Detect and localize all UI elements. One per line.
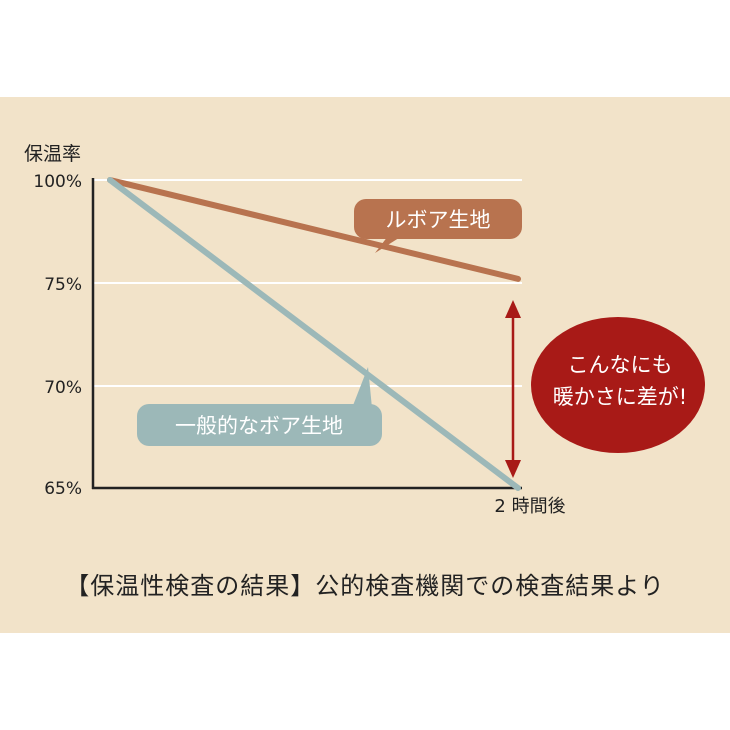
chart-caption: 【保温性検査の結果】公的検査機関での検査結果より	[65, 572, 665, 600]
label-ruboa: ルボア生地	[354, 199, 522, 253]
x-tick-label-2h: 2 時間後	[494, 496, 565, 517]
y-tick-label-75: 75%	[44, 275, 82, 295]
series-line-ruboa	[107, 177, 521, 282]
series-line-general	[107, 177, 521, 491]
difference-arrow	[505, 300, 521, 478]
difference-arrow-head-top	[505, 300, 521, 318]
y-tick-label-65: 65%	[44, 479, 82, 499]
annotation-line-1: こんなにも	[568, 353, 673, 377]
label-ruboa-box	[354, 199, 522, 239]
label-general-text: 一般的なボア生地	[175, 414, 343, 438]
label-ruboa-text: ルボア生地	[386, 208, 491, 232]
y-tick-label-100: 100%	[33, 172, 82, 192]
y-axis-label: 保温率	[24, 143, 81, 165]
label-ruboa-tail	[375, 236, 402, 253]
label-general-tail	[352, 367, 372, 408]
y-tick-label-70: 70%	[44, 378, 82, 398]
annotation-bubble	[531, 317, 705, 453]
label-general-box	[137, 404, 382, 446]
label-general: 一般的なボア生地	[137, 367, 382, 446]
difference-arrow-head-bottom	[505, 460, 521, 478]
annotation-line-2: 暖かさに差が!	[553, 385, 687, 409]
